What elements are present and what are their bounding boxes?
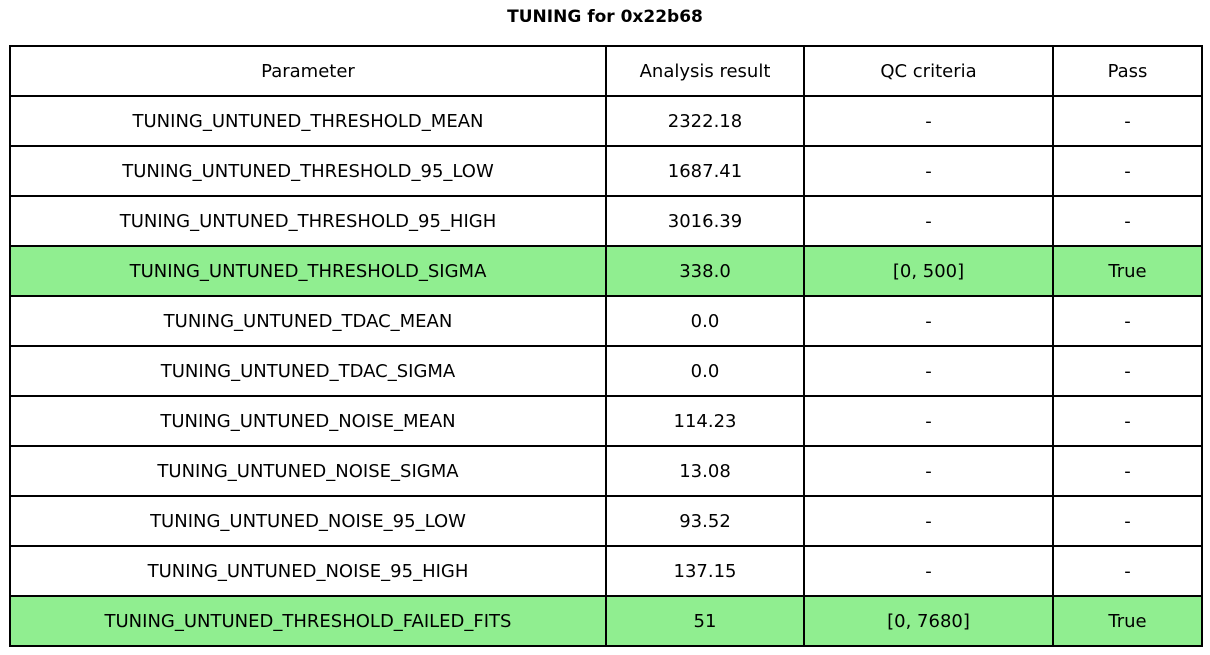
cell-pass: -: [1052, 395, 1203, 447]
cell-qc-criteria: [0, 500]: [803, 245, 1054, 297]
cell-parameter: TUNING_UNTUNED_THRESHOLD_MEAN: [9, 95, 607, 147]
cell-analysis-result: 51: [605, 595, 805, 647]
cell-qc-criteria: [0, 7680]: [803, 595, 1054, 647]
cell-parameter: TUNING_UNTUNED_NOISE_SIGMA: [9, 445, 607, 497]
cell-qc-criteria: -: [803, 95, 1054, 147]
cell-analysis-result: 137.15: [605, 545, 805, 597]
figure-title: TUNING for 0x22b68: [507, 7, 703, 27]
table-row: TUNING_UNTUNED_TDAC_MEAN 0.0 - -: [9, 295, 1203, 347]
cell-analysis-result: 3016.39: [605, 195, 805, 247]
cell-analysis-result: 93.52: [605, 495, 805, 547]
qc-table-header: Parameter Analysis result QC criteria Pa…: [9, 45, 1203, 97]
cell-parameter: TUNING_UNTUNED_NOISE_95_LOW: [9, 495, 607, 547]
cell-qc-criteria: -: [803, 145, 1054, 197]
cell-parameter: TUNING_UNTUNED_THRESHOLD_95_LOW: [9, 145, 607, 197]
cell-parameter: TUNING_UNTUNED_THRESHOLD_FAILED_FITS: [9, 595, 607, 647]
table-row: TUNING_UNTUNED_NOISE_SIGMA 13.08 - -: [9, 445, 1203, 497]
cell-pass: -: [1052, 345, 1203, 397]
cell-analysis-result: 13.08: [605, 445, 805, 497]
qc-table: Parameter Analysis result QC criteria Pa…: [9, 45, 1203, 647]
cell-analysis-result: 0.0: [605, 345, 805, 397]
cell-parameter: TUNING_UNTUNED_NOISE_MEAN: [9, 395, 607, 447]
header-analysis-result: Analysis result: [605, 45, 805, 97]
header-row: Parameter Analysis result QC criteria Pa…: [9, 45, 1203, 97]
cell-analysis-result: 114.23: [605, 395, 805, 447]
cell-parameter: TUNING_UNTUNED_THRESHOLD_95_HIGH: [9, 195, 607, 247]
table-row: TUNING_UNTUNED_TDAC_SIGMA 0.0 - -: [9, 345, 1203, 397]
cell-pass: True: [1052, 595, 1203, 647]
cell-pass: -: [1052, 95, 1203, 147]
cell-analysis-result: 0.0: [605, 295, 805, 347]
table-row: TUNING_UNTUNED_NOISE_95_HIGH 137.15 - -: [9, 545, 1203, 597]
cell-qc-criteria: -: [803, 495, 1054, 547]
table-row: TUNING_UNTUNED_NOISE_95_LOW 93.52 - -: [9, 495, 1203, 547]
header-qc-criteria: QC criteria: [803, 45, 1054, 97]
cell-parameter: TUNING_UNTUNED_THRESHOLD_SIGMA: [9, 245, 607, 297]
table-row: TUNING_UNTUNED_THRESHOLD_FAILED_FITS 51 …: [9, 595, 1203, 647]
cell-pass: True: [1052, 245, 1203, 297]
cell-qc-criteria: -: [803, 295, 1054, 347]
cell-pass: -: [1052, 145, 1203, 197]
header-parameter: Parameter: [9, 45, 607, 97]
cell-qc-criteria: -: [803, 395, 1054, 447]
cell-parameter: TUNING_UNTUNED_TDAC_SIGMA: [9, 345, 607, 397]
cell-analysis-result: 2322.18: [605, 95, 805, 147]
cell-qc-criteria: -: [803, 345, 1054, 397]
cell-pass: -: [1052, 295, 1203, 347]
cell-parameter: TUNING_UNTUNED_TDAC_MEAN: [9, 295, 607, 347]
cell-qc-criteria: -: [803, 195, 1054, 247]
table-row: TUNING_UNTUNED_THRESHOLD_95_HIGH 3016.39…: [9, 195, 1203, 247]
cell-pass: -: [1052, 545, 1203, 597]
table-row: TUNING_UNTUNED_NOISE_MEAN 114.23 - -: [9, 395, 1203, 447]
table-row: TUNING_UNTUNED_THRESHOLD_MEAN 2322.18 - …: [9, 95, 1203, 147]
table-row: TUNING_UNTUNED_THRESHOLD_95_LOW 1687.41 …: [9, 145, 1203, 197]
cell-parameter: TUNING_UNTUNED_NOISE_95_HIGH: [9, 545, 607, 597]
table-row: TUNING_UNTUNED_THRESHOLD_SIGMA 338.0 [0,…: [9, 245, 1203, 297]
header-pass: Pass: [1052, 45, 1203, 97]
cell-analysis-result: 338.0: [605, 245, 805, 297]
cell-qc-criteria: -: [803, 545, 1054, 597]
cell-pass: -: [1052, 195, 1203, 247]
cell-qc-criteria: -: [803, 445, 1054, 497]
cell-analysis-result: 1687.41: [605, 145, 805, 197]
cell-pass: -: [1052, 445, 1203, 497]
cell-pass: -: [1052, 495, 1203, 547]
qc-table-body: TUNING_UNTUNED_THRESHOLD_MEAN 2322.18 - …: [9, 95, 1203, 647]
